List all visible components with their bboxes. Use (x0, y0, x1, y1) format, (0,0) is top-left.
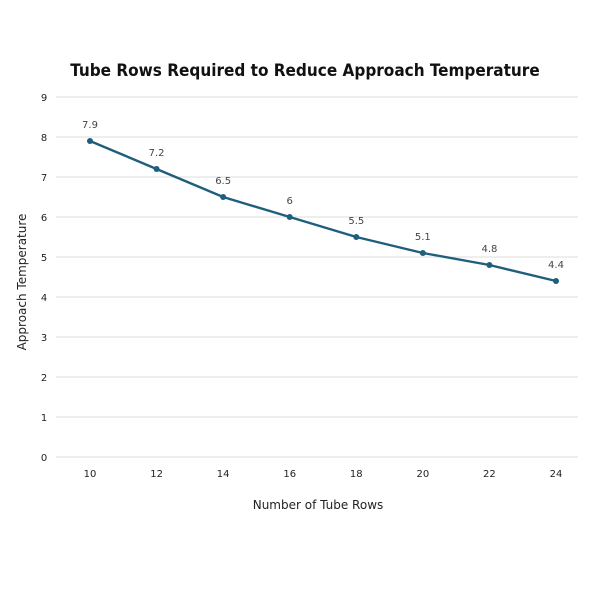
y-tick-label: 0 (41, 453, 47, 464)
data-point (153, 166, 160, 172)
data-labels: 7.9 7.2 6.5 6 5.5 5.1 4.8 4.4 (82, 120, 564, 271)
y-axis-label: Approach Temperature (15, 214, 29, 351)
y-tick-label: 1 (41, 413, 47, 424)
y-tick-label: 8 (41, 133, 47, 144)
x-tick-label: 24 (550, 469, 563, 480)
x-axis-ticks: 10 12 14 16 18 20 22 24 (84, 469, 563, 480)
y-tick-label: 2 (41, 373, 47, 384)
x-tick-label: 20 (416, 469, 429, 480)
series-group (87, 138, 559, 284)
data-label: 5.5 (348, 216, 364, 227)
data-point (286, 214, 293, 220)
x-axis-label: Number of Tube Rows (253, 498, 384, 512)
y-tick-label: 4 (41, 293, 47, 304)
x-tick-label: 18 (350, 469, 363, 480)
data-label: 6 (287, 196, 293, 207)
series-line (88, 139, 558, 283)
data-point (220, 194, 227, 200)
data-label: 7.9 (82, 120, 98, 131)
x-tick-label: 22 (483, 469, 496, 480)
x-tick-label: 12 (150, 469, 163, 480)
data-label: 6.5 (215, 176, 231, 187)
y-tick-label: 5 (41, 253, 47, 264)
y-tick-label: 9 (41, 93, 47, 104)
data-label: 7.2 (149, 148, 165, 159)
data-point (553, 278, 559, 284)
x-tick-label: 14 (217, 469, 230, 480)
data-point (486, 262, 493, 268)
data-point (353, 234, 360, 240)
data-label: 4.8 (481, 244, 497, 255)
data-point (419, 250, 426, 256)
y-axis-ticks: 0 1 2 3 4 5 6 7 8 9 (41, 93, 47, 464)
x-tick-label: 16 (283, 469, 296, 480)
data-label: 5.1 (415, 232, 431, 243)
gridlines (56, 96, 578, 458)
data-label: 4.4 (548, 260, 564, 271)
x-tick-label: 10 (84, 469, 97, 480)
y-tick-label: 3 (41, 333, 47, 344)
y-tick-label: 7 (41, 173, 47, 184)
chart-title: Tube Rows Required to Reduce Approach Te… (70, 61, 539, 81)
y-tick-label: 6 (41, 213, 47, 224)
data-point (87, 138, 93, 144)
